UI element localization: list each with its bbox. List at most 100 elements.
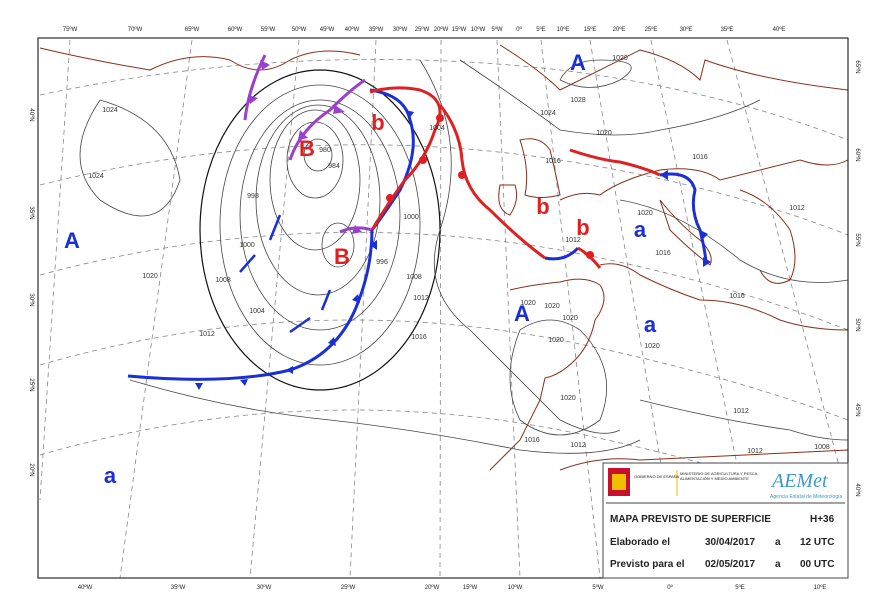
longitude-label: 5ºE xyxy=(536,26,546,33)
meridian xyxy=(119,39,193,579)
isobar-label: 1024 xyxy=(88,173,104,180)
agency-name: Agencia Estatal de Meteorología xyxy=(770,494,842,500)
isobar-label: 1020 xyxy=(612,55,628,62)
isobar xyxy=(619,199,849,283)
isobar xyxy=(509,319,608,436)
trough xyxy=(239,214,332,334)
isobar-label: 1004 xyxy=(249,308,265,315)
valid-label: Previsto para el xyxy=(610,559,685,570)
front-symbol xyxy=(298,130,308,140)
front-symbol xyxy=(333,105,345,114)
isobar-label: 1016 xyxy=(411,334,427,341)
made-time: 12 UTC xyxy=(800,537,834,548)
map-layer xyxy=(37,37,849,579)
legend-title: MAPA PREVISTO DE SUPERFICIE xyxy=(610,514,771,525)
coast xyxy=(599,263,849,331)
isobar xyxy=(129,379,641,454)
latitude-label: 25ºN xyxy=(28,378,35,391)
isobar xyxy=(239,99,401,331)
coast xyxy=(559,159,849,201)
longitude-label: 0º xyxy=(667,584,673,591)
longitude-label: 50ºW xyxy=(292,26,307,33)
longitude-label: 25ºW xyxy=(415,26,430,33)
made-label: Elaborado el xyxy=(610,537,670,548)
isobar-label: 1012 xyxy=(747,448,763,455)
longitude-label: 15ºW xyxy=(463,584,478,591)
coast xyxy=(498,184,518,216)
latitude-label: 35ºN xyxy=(28,206,35,219)
isobar-label: 1020 xyxy=(644,343,660,350)
map-frame xyxy=(37,37,849,579)
cold-front xyxy=(127,88,708,381)
isobar xyxy=(79,99,181,217)
longitude-label: 20ºW xyxy=(425,584,440,591)
forecast-step: H+36 xyxy=(810,514,835,525)
front-symbol xyxy=(700,230,708,240)
made-at: a xyxy=(775,537,781,548)
front-symbol xyxy=(458,171,466,179)
isobar-label: 1000 xyxy=(239,242,255,249)
longitude-label: 40ºW xyxy=(345,26,360,33)
legend: GOBIERNO DE ESPAÑA MINISTERIO DE AGRICUL… xyxy=(602,462,849,579)
isobar-label: 1012 xyxy=(570,442,586,449)
isobar-label: 1016 xyxy=(524,437,540,444)
longitude-label: 45ºW xyxy=(320,26,335,33)
meridian xyxy=(650,39,761,579)
legend-box xyxy=(602,462,849,579)
latitude-label: 45ºN xyxy=(854,403,861,416)
front-symbol xyxy=(352,225,362,234)
pressure-center: a xyxy=(644,312,657,337)
latitude-label: 30ºN xyxy=(28,293,35,306)
longitude-label: 20ºW xyxy=(434,26,449,33)
isobar-label: 1020 xyxy=(548,337,564,344)
latitude-label: 55ºN xyxy=(854,233,861,246)
coast xyxy=(739,189,796,284)
longitude-label: 35ºW xyxy=(171,584,186,591)
pressure-center: A xyxy=(514,301,530,326)
isobar-label: 1012 xyxy=(789,205,805,212)
pressure-center: A xyxy=(570,50,586,75)
isobar-label: 1012 xyxy=(565,237,581,244)
longitude-label: 0º xyxy=(516,26,522,33)
longitude-label: 10ºW xyxy=(508,584,523,591)
pressure-center: a xyxy=(104,463,117,488)
valid-time: 00 UTC xyxy=(800,559,834,570)
isobar-label: 1020 xyxy=(142,273,158,280)
coastline xyxy=(39,44,849,471)
meridian xyxy=(249,39,300,579)
warm-front xyxy=(369,86,661,269)
isobar xyxy=(459,59,761,136)
isobars xyxy=(79,59,849,454)
front-symbol xyxy=(405,110,414,119)
isobar-label: 1024 xyxy=(540,110,556,117)
isobar-label: 1000 xyxy=(403,214,419,221)
latitude-label: 40ºN xyxy=(854,483,861,496)
isobar-label: 1024 xyxy=(102,107,118,114)
longitude-label: 20ºE xyxy=(613,26,626,33)
isobar-label: 998 xyxy=(247,193,259,200)
pressure-center: b xyxy=(576,215,589,240)
isobar-label: 1012 xyxy=(733,408,749,415)
front-symbol xyxy=(660,170,668,180)
ministry-text: MINISTERIO DE AGRICULTURA Y PESCA, ALIME… xyxy=(680,471,759,481)
front-symbol xyxy=(286,366,293,374)
isobar-label: 1020 xyxy=(562,315,578,322)
isobar-label: 984 xyxy=(328,163,340,170)
longitude-label: 35ºE xyxy=(721,26,734,33)
cold-symbols xyxy=(195,110,711,390)
front-symbol xyxy=(260,60,270,70)
isobar-label: 1020 xyxy=(544,303,560,310)
isobar-label: 1016 xyxy=(692,154,708,161)
longitude-label: 40ºE xyxy=(773,26,786,33)
agency-logo: AEMet xyxy=(770,470,828,492)
occluded-symbols xyxy=(248,60,362,234)
front-symbol xyxy=(586,251,594,259)
isobar-label: 1016 xyxy=(655,250,671,257)
longitude-label: 70ºW xyxy=(128,26,143,33)
meridian xyxy=(726,39,849,501)
isobar-label: 1020 xyxy=(596,130,612,137)
parallel xyxy=(39,144,849,236)
longitude-label: 30ºE xyxy=(680,26,693,33)
longitude-label: 5ºW xyxy=(592,584,604,591)
